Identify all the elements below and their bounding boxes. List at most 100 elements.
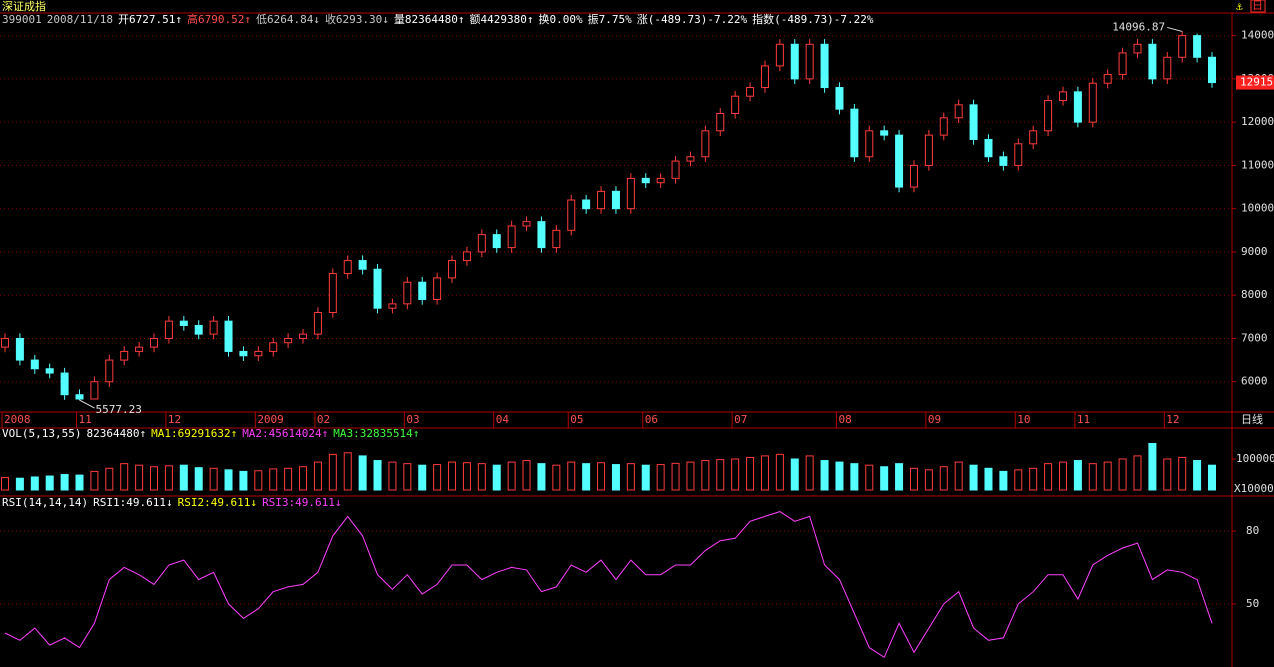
volume-bar xyxy=(537,463,546,491)
candle-body xyxy=(328,273,337,313)
volume-bar xyxy=(1029,467,1038,491)
x-tick-label: 12 xyxy=(1166,413,1179,426)
volume-bar xyxy=(1103,461,1112,491)
volume-bar xyxy=(969,464,978,491)
candle-body xyxy=(611,190,620,210)
period-button-label[interactable]: 日 xyxy=(1252,0,1263,12)
volume-bar xyxy=(999,470,1008,491)
volume-bar xyxy=(388,461,397,491)
volume-bar xyxy=(746,456,755,491)
volume-bar xyxy=(179,464,188,491)
candle-body xyxy=(656,177,665,184)
volume-bar xyxy=(1133,455,1142,491)
quote-info: 振7.75% xyxy=(588,12,632,26)
volume-bar xyxy=(254,470,263,491)
candle-body xyxy=(45,368,54,374)
candle-body xyxy=(865,130,874,158)
volume-bar xyxy=(701,460,710,491)
x-tick-label: 11 xyxy=(1077,413,1090,426)
candle-body xyxy=(179,320,188,326)
volume-bar xyxy=(671,462,680,491)
quote-info: 换0.00% xyxy=(539,12,583,26)
volume-bar xyxy=(954,461,963,491)
volume-bar xyxy=(239,470,248,491)
candle-body xyxy=(448,260,457,279)
index-title: 深证成指 xyxy=(2,0,46,13)
candle-body xyxy=(924,134,933,166)
volume-bar xyxy=(224,469,233,491)
volume-bar xyxy=(1073,460,1082,491)
volume-bar xyxy=(15,477,24,491)
candle-body xyxy=(1118,52,1127,76)
candle-body xyxy=(477,234,486,253)
candle-body xyxy=(820,43,829,89)
quote-info: 高6790.52↑ xyxy=(187,12,251,26)
candle-body xyxy=(194,324,203,335)
quote-info: 低6264.84↓ xyxy=(256,13,320,26)
y-tick-label: 100000 xyxy=(1236,452,1274,465)
candle-body xyxy=(254,350,263,357)
candle-body xyxy=(462,251,471,262)
volume-bar xyxy=(135,464,144,491)
candle-body xyxy=(150,337,159,348)
volume-bar xyxy=(1148,443,1157,491)
candle-body xyxy=(731,95,740,115)
candle-body xyxy=(701,130,710,158)
y-tick-label: 6000 xyxy=(1241,375,1268,388)
y-tick-label: 50 xyxy=(1246,597,1259,610)
volume-bar xyxy=(760,455,769,491)
x-tick-label: 12 xyxy=(168,413,181,426)
period-label: 日线 xyxy=(1241,412,1263,426)
candle-body xyxy=(75,394,84,400)
candle-body xyxy=(1,337,9,348)
volume-bar xyxy=(30,476,39,491)
quote-info: 指数(-489.73)-7.22% xyxy=(752,12,874,26)
candle-body xyxy=(224,320,233,352)
anchor-icon[interactable]: ⚓ xyxy=(1235,0,1243,13)
candle-body xyxy=(15,337,24,361)
candle-body xyxy=(641,177,650,184)
candle-body xyxy=(1029,130,1038,145)
x-tick-label: 2009 xyxy=(257,413,284,426)
candle-body xyxy=(299,333,308,339)
high-pointer xyxy=(1167,26,1183,32)
volume-bar xyxy=(299,466,308,491)
quote-info: 2008/11/18 xyxy=(47,13,113,26)
candle-body xyxy=(403,281,412,305)
volume-bar xyxy=(45,475,54,491)
candle-body xyxy=(895,134,904,188)
volume-bar xyxy=(567,461,576,491)
candle-body xyxy=(120,350,129,361)
candle-body xyxy=(552,229,561,249)
candle-body xyxy=(418,281,427,301)
volume-bar xyxy=(641,464,650,491)
candle-body xyxy=(999,156,1008,166)
rsi-header: RSI2:49.611↓ xyxy=(178,496,257,509)
volume-bar xyxy=(1088,463,1097,491)
volume-bar xyxy=(611,464,620,491)
period-button[interactable] xyxy=(1250,0,1266,13)
volume-bar xyxy=(164,465,173,491)
volume-bar xyxy=(60,474,69,491)
volume-bar xyxy=(120,463,129,491)
volume-bar xyxy=(522,460,531,491)
volume-bar xyxy=(880,466,889,491)
candle-body xyxy=(239,350,248,357)
volume-bar xyxy=(1,477,9,491)
low-label: 5577.23 xyxy=(96,403,142,416)
candle-body xyxy=(313,312,322,335)
volume-bar xyxy=(597,462,606,491)
rsi-header: RSI1:49.611↓ xyxy=(93,496,172,509)
candle-body xyxy=(805,43,814,80)
volume-bar xyxy=(1193,460,1202,491)
volume-bar xyxy=(477,463,486,491)
x-tick-label: 04 xyxy=(496,413,510,426)
candle-body xyxy=(954,104,963,119)
volume-bar xyxy=(150,466,159,491)
quote-info: 收6293.30↓ xyxy=(325,12,389,26)
volume-bar xyxy=(313,461,322,491)
candle-body xyxy=(209,320,218,335)
candle-body xyxy=(626,177,635,210)
